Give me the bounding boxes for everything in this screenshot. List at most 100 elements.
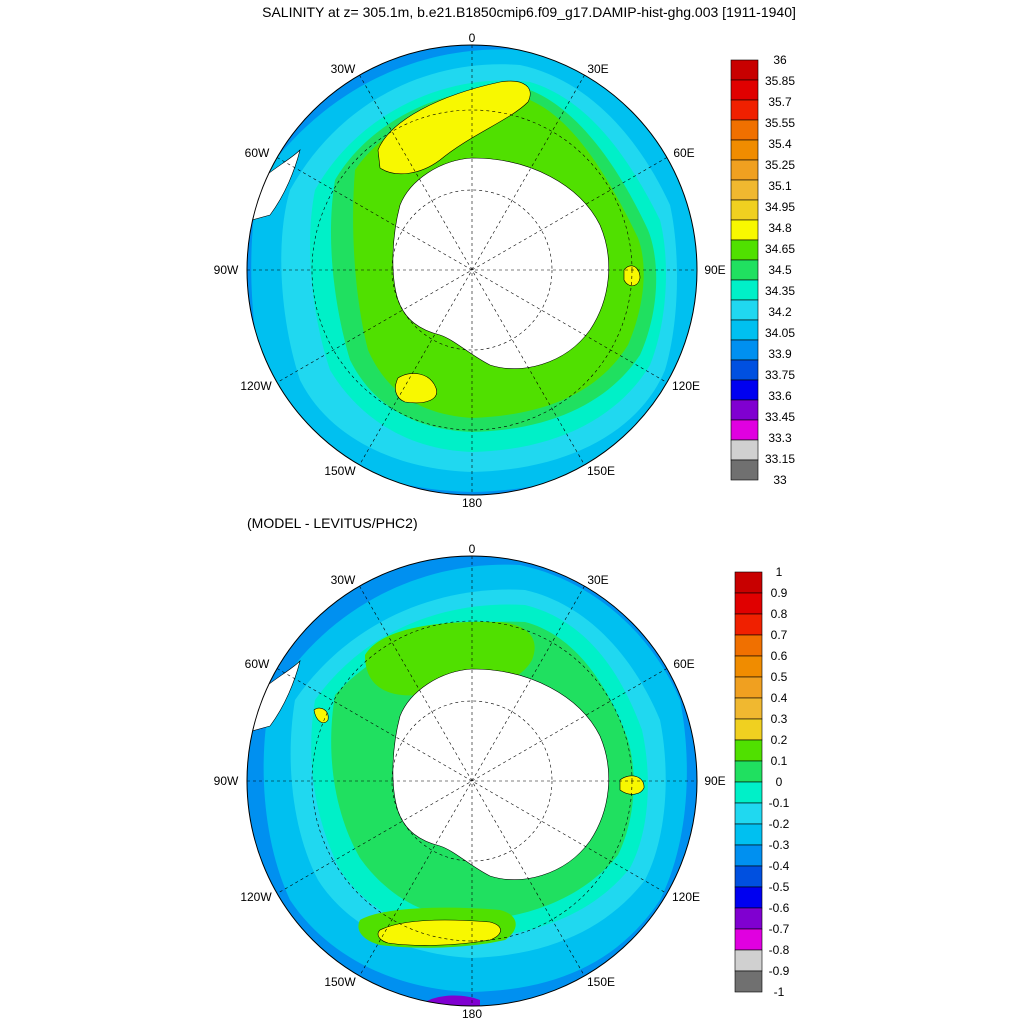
bottom-colorbar-swatch [734, 802, 763, 825]
top-colorbar-swatch [730, 219, 759, 241]
top-colorbar-label: 35.4 [768, 137, 792, 151]
bottom-lon-150e: 150E [587, 975, 615, 989]
top-lon-30e: 30E [587, 62, 608, 76]
bottom-colorbar-swatch [734, 592, 763, 615]
bottom-colorbar-label: -0.3 [769, 838, 790, 852]
top-lon-180: 180 [462, 496, 482, 510]
bottom-colorbar-swatch [734, 697, 763, 720]
top-lon-120w: 120W [240, 379, 272, 393]
top-colorbar-swatch [730, 419, 759, 441]
top-colorbar-label: 34.35 [765, 284, 795, 298]
bottom-colorbar-label: -0.2 [769, 817, 790, 831]
diff-field-minus-0-6 [420, 995, 480, 1006]
bottom-lon-180: 180 [462, 1007, 482, 1021]
top-colorbar-swatch [730, 179, 759, 201]
top-lon-90e: 90E [704, 263, 725, 277]
top-colorbar-swatch [730, 399, 759, 421]
top-longitude-labels: 0 30E 60E 90E 120E 150E 180 150W 120W 90… [214, 31, 726, 510]
bottom-title: (MODEL - LEVITUS/PHC2) [247, 515, 418, 531]
bottom-colorbar-swatch [734, 613, 763, 636]
bottom-lon-120w: 120W [240, 890, 272, 904]
bottom-colorbar-swatch [734, 907, 763, 930]
bottom-lon-30e: 30E [587, 573, 608, 587]
top-lon-150w: 150W [324, 464, 356, 478]
top-colorbar-label: 36 [773, 53, 787, 67]
top-colorbar-swatch [730, 199, 759, 221]
bottom-colorbar-label: 0.4 [771, 691, 788, 705]
bottom-lon-0: 0 [469, 542, 476, 556]
top-title: SALINITY at z= 305.1m, b.e21.B1850cmip6.… [262, 4, 796, 20]
bottom-colorbar-label: 0.2 [771, 733, 788, 747]
diff-field-0-3-pacific [377, 919, 501, 946]
bottom-colorbar-swatch [734, 844, 763, 867]
bottom-lon-120e: 120E [672, 890, 700, 904]
bottom-colorbar-label: -0.5 [769, 880, 790, 894]
top-colorbar-label: 34.65 [765, 242, 795, 256]
south-america-land [251, 149, 301, 221]
bottom-colorbar: 1 0.9 0.8 0.7 0.6 0.5 0.4 0.3 0.2 0.1 0 -0.1 -0.2 -0.… [734, 565, 790, 999]
bottom-map-border [246, 555, 698, 1007]
bottom-colorbar-swatch [734, 676, 763, 699]
field-34-8-atlantic [377, 80, 531, 175]
top-colorbar-swatch [730, 299, 759, 321]
bottom-lon-90e: 90E [704, 774, 725, 788]
top-colorbar-swatch [730, 99, 759, 121]
diff-field-0-3-indian [619, 775, 645, 795]
bottom-colorbar-swatch [734, 718, 763, 741]
bottom-colorbar-swatch [734, 655, 763, 678]
top-colorbar-label: 35.7 [768, 95, 792, 109]
bottom-colorbar-label: 1 [776, 565, 783, 579]
top-graticule [247, 45, 697, 495]
bottom-colorbar-swatch [734, 928, 763, 951]
bottom-colorbar-swatch [734, 949, 763, 972]
top-colorbar-label: 35.85 [765, 74, 795, 88]
bottom-colorbar-label: -0.4 [769, 859, 790, 873]
top-colorbar-label: 34.95 [765, 200, 795, 214]
bottom-colorbar-label: 0 [776, 775, 783, 789]
top-colorbar-label: 33 [773, 473, 787, 487]
bottom-colorbar-swatch [734, 760, 763, 783]
bottom-colorbar-swatch [734, 739, 763, 762]
top-colorbar-label: 35.25 [765, 158, 795, 172]
top-lon-60w: 60W [245, 146, 270, 160]
top-colorbar-swatch [730, 239, 759, 261]
top-lon-0: 0 [469, 31, 476, 45]
top-colorbar-label: 33.45 [765, 410, 795, 424]
top-lon-120e: 120E [672, 379, 700, 393]
top-colorbar-swatch [730, 279, 759, 301]
top-lon-30w: 30W [331, 62, 356, 76]
bottom-colorbar-swatch [734, 886, 763, 909]
bottom-colorbar-label: -1 [774, 985, 785, 999]
bottom-colorbar-label: -0.1 [769, 796, 790, 810]
top-colorbar: 36 35.85 35.7 35.55 35.4 35.25 35.1 34.95 34.8 34… [730, 53, 795, 487]
top-colorbar-swatch [730, 379, 759, 401]
bottom-colorbar-swatch [734, 634, 763, 657]
top-colorbar-swatch [730, 339, 759, 361]
bottom-lon-150w: 150W [324, 975, 356, 989]
bottom-colorbar-swatch [734, 781, 763, 804]
bottom-colorbar-swatch [734, 571, 763, 594]
top-colorbar-swatch [730, 79, 759, 101]
top-colorbar-swatch [730, 259, 759, 281]
top-colorbar-label: 34.2 [768, 305, 792, 319]
bottom-lon-60e: 60E [673, 657, 694, 671]
top-colorbar-label: 34.05 [765, 326, 795, 340]
bottom-lon-30w: 30W [331, 573, 356, 587]
top-colorbar-label: 33.9 [768, 347, 792, 361]
bottom-colorbar-swatch [734, 823, 763, 846]
bottom-polar-map [247, 556, 697, 1006]
top-lon-90w: 90W [214, 263, 239, 277]
bottom-colorbar-swatch [734, 970, 763, 993]
bottom-colorbar-label: 0.1 [771, 754, 788, 768]
bottom-colorbar-label: 0.8 [771, 607, 788, 621]
bottom-colorbar-label: -0.8 [769, 943, 790, 957]
top-map-border [246, 44, 698, 496]
bottom-panel: (MODEL - LEVITUS/PHC2) [214, 515, 790, 1021]
field-34-8-pacific [395, 373, 437, 404]
top-colorbar-swatch [730, 119, 759, 141]
bottom-graticule [247, 556, 697, 1006]
field-34-8-indian [623, 265, 641, 287]
bottom-colorbar-label: -0.9 [769, 964, 790, 978]
top-lon-60e: 60E [673, 146, 694, 160]
